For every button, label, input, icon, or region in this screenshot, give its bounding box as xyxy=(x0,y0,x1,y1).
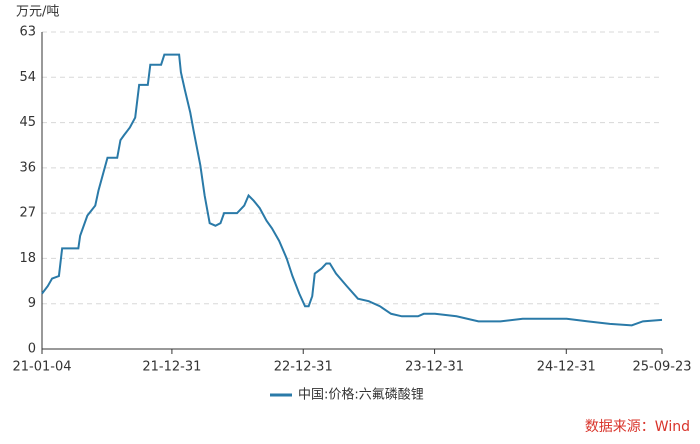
y-tick-label: 9 xyxy=(28,296,36,311)
x-tick-label: 22-12-31 xyxy=(274,360,333,375)
x-tick-label: 21-01-04 xyxy=(12,360,71,375)
y-tick-label: 0 xyxy=(28,342,36,357)
y-tick-label: 36 xyxy=(19,160,36,175)
y-tick-label: 45 xyxy=(19,115,36,130)
y-tick-label: 27 xyxy=(19,206,36,221)
y-tick-label: 63 xyxy=(19,25,36,40)
x-tick-label: 21-12-31 xyxy=(142,360,201,375)
y-tick-label: 54 xyxy=(19,70,36,85)
x-tick-label: 23-12-31 xyxy=(405,360,464,375)
x-tick-label: 25-09-23 xyxy=(632,360,691,375)
x-tick-label: 24-12-31 xyxy=(537,360,596,375)
line xyxy=(41,53,663,327)
legend-label: 中国:价格:六氟磷酸锂 xyxy=(298,387,424,403)
source: 数据来源：Wind xyxy=(585,419,690,435)
y-tick-label: 18 xyxy=(19,251,36,266)
y-unit: 万元/吨 xyxy=(16,5,59,20)
